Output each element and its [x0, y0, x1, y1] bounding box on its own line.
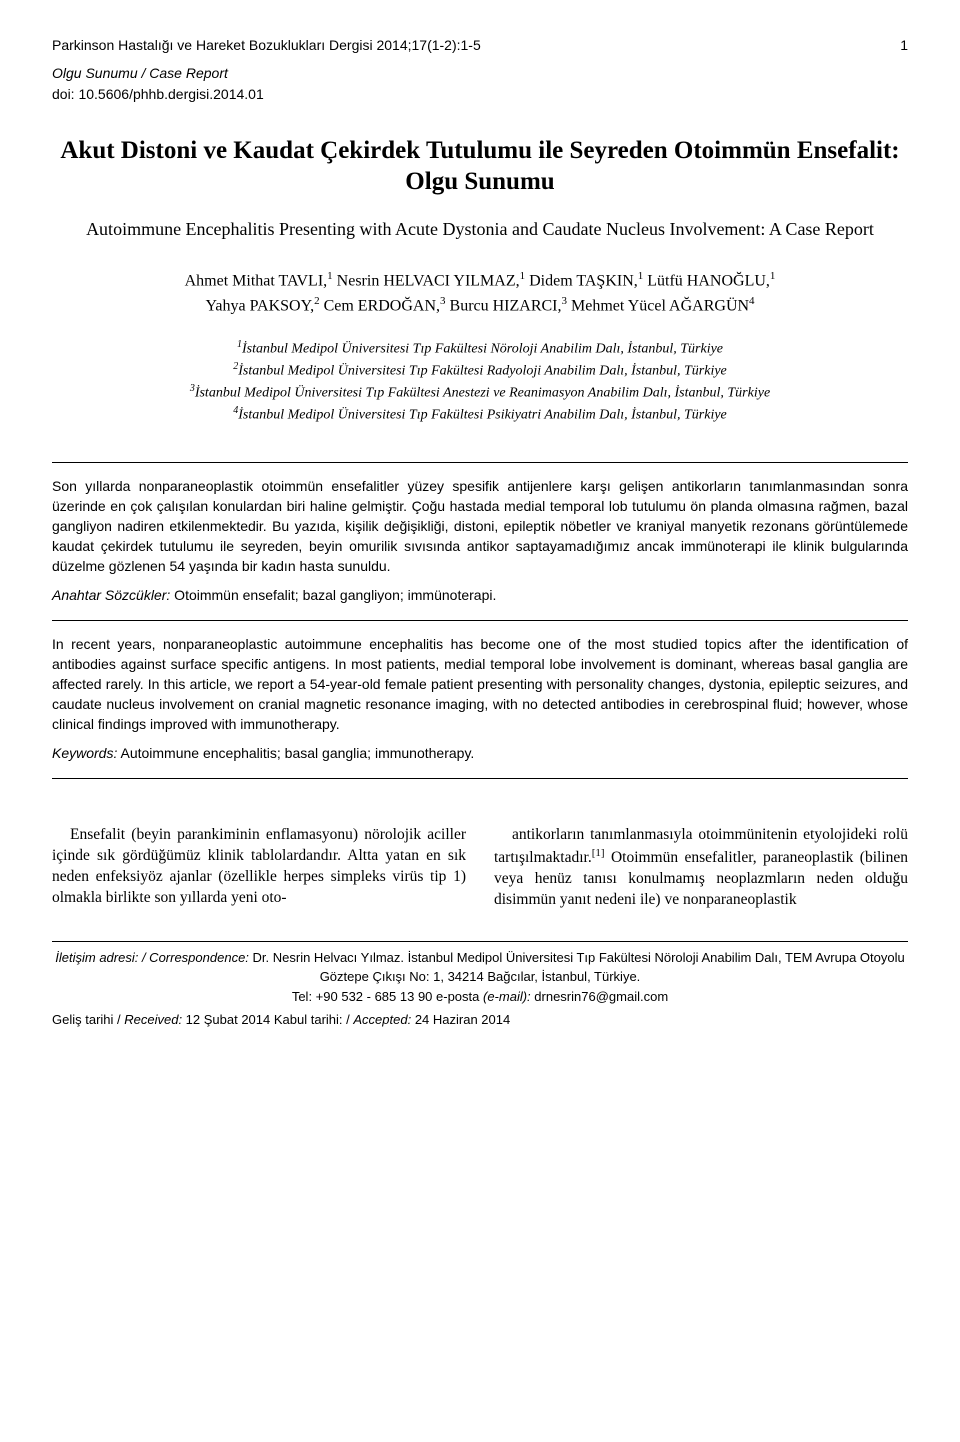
contact-label: (e-mail): — [483, 989, 531, 1004]
correspondence: İletişim adresi: / Correspondence: Dr. N… — [52, 948, 908, 987]
accepted-label-italic: Accepted: — [353, 1012, 411, 1027]
affiliation-line: 4İstanbul Medipol Üniversitesi Tıp Fakül… — [52, 404, 908, 426]
journal-citation: Parkinson Hastalığı ve Hareket Bozuklukl… — [52, 36, 481, 56]
affil-text: İstanbul Medipol Üniversitesi Tıp Fakült… — [242, 342, 723, 357]
received-value: 12 Şubat 2014 — [182, 1012, 274, 1027]
keywords-label: Anahtar Sözcükler: — [52, 587, 170, 603]
contact-text: drnesrin76@gmail.com — [531, 989, 668, 1004]
body-col-left: Ensefalit (beyin parankiminin enflamasyo… — [52, 825, 466, 911]
author-affil-sup: 1 — [520, 270, 526, 282]
affiliations: 1İstanbul Medipol Üniversitesi Tıp Fakül… — [52, 338, 908, 426]
correspondence-text: Dr. Nesrin Helvacı Yılmaz. İstanbul Medi… — [249, 950, 905, 985]
title-english: Autoimmune Encephalitis Presenting with … — [52, 217, 908, 241]
abstract-block: Son yıllarda nonparaneoplastik otoimmün … — [52, 462, 908, 779]
keywords-english: Keywords: Autoimmune encephalitis; basal… — [52, 744, 908, 764]
divider — [52, 941, 908, 942]
dates-line: Geliş tarihi / Received: 12 Şubat 2014 K… — [52, 1010, 908, 1030]
divider — [52, 620, 908, 621]
author: Yahya PAKSOY, — [205, 297, 314, 314]
title-turkish: Akut Distoni ve Kaudat Çekirdek Tutulumu… — [52, 135, 908, 198]
author-affil-sup: 3 — [562, 295, 568, 307]
body-paragraph: antikorların tanımlanmasıyla otoimmünite… — [494, 825, 908, 911]
author-affil-sup: 3 — [440, 295, 446, 307]
author: Mehmet Yücel AĞARGÜN — [571, 297, 749, 314]
abstract-english: In recent years, nonparaneoplastic autoi… — [52, 635, 908, 734]
author: Lütfü HANOĞLU, — [647, 272, 770, 289]
doi: doi: 10.5606/phhb.dergisi.2014.01 — [52, 85, 908, 105]
author-affil-sup: 1 — [638, 270, 644, 282]
body-col-right: antikorların tanımlanmasıyla otoimmünite… — [494, 825, 908, 911]
received-label: Geliş tarihi / — [52, 1012, 124, 1027]
accepted-value: 24 Haziran 2014 — [411, 1012, 510, 1027]
author: Nesrin HELVACI YILMAZ, — [337, 272, 520, 289]
contact-text: Tel: +90 532 - 685 13 90 e-posta — [292, 989, 483, 1004]
abstract-turkish: Son yıllarda nonparaneoplastik otoimmün … — [52, 477, 908, 576]
affil-text: İstanbul Medipol Üniversitesi Tıp Fakült… — [238, 364, 727, 379]
citation-ref: [1] — [592, 847, 605, 859]
divider — [52, 778, 908, 779]
keywords-text: Otoimmün ensefalit; bazal gangliyon; imm… — [170, 587, 496, 603]
affil-text: İstanbul Medipol Üniversitesi Tıp Fakült… — [195, 386, 770, 401]
header-row: Parkinson Hastalığı ve Hareket Bozuklukl… — [52, 36, 908, 56]
divider — [52, 462, 908, 463]
accepted-label: Kabul tarihi: / — [274, 1012, 354, 1027]
contact-line: Tel: +90 532 - 685 13 90 e-posta (e-mail… — [52, 987, 908, 1007]
author: Burcu HIZARCI, — [450, 297, 562, 314]
keywords-turkish: Anahtar Sözcükler: Otoimmün ensefalit; b… — [52, 586, 908, 606]
received-label-italic: Received: — [124, 1012, 182, 1027]
keywords-text: Autoimmune encephalitis; basal ganglia; … — [117, 745, 474, 761]
author: Cem ERDOĞAN, — [324, 297, 440, 314]
author: Ahmet Mithat TAVLI, — [185, 272, 328, 289]
author-affil-sup: 1 — [327, 270, 333, 282]
body-paragraph: Ensefalit (beyin parankiminin enflamasyo… — [52, 825, 466, 909]
author-affil-sup: 1 — [770, 270, 776, 282]
report-type: Olgu Sunumu / Case Report — [52, 64, 908, 84]
author: Didem TAŞKIN, — [529, 272, 638, 289]
affiliation-line: 1İstanbul Medipol Üniversitesi Tıp Fakül… — [52, 338, 908, 360]
author-affil-sup: 4 — [749, 295, 755, 307]
keywords-label: Keywords: — [52, 745, 117, 761]
body-columns: Ensefalit (beyin parankiminin enflamasyo… — [52, 825, 908, 911]
affiliation-line: 3İstanbul Medipol Üniversitesi Tıp Fakül… — [52, 382, 908, 404]
author-list: Ahmet Mithat TAVLI,1 Nesrin HELVACI YILM… — [52, 268, 908, 319]
page-number: 1 — [900, 36, 908, 56]
author-affil-sup: 2 — [314, 295, 320, 307]
affiliation-line: 2İstanbul Medipol Üniversitesi Tıp Fakül… — [52, 360, 908, 382]
footer: İletişim adresi: / Correspondence: Dr. N… — [52, 948, 908, 1030]
affil-text: İstanbul Medipol Üniversitesi Tıp Fakült… — [238, 408, 727, 423]
correspondence-label: İletişim adresi: / Correspondence: — [55, 950, 249, 965]
